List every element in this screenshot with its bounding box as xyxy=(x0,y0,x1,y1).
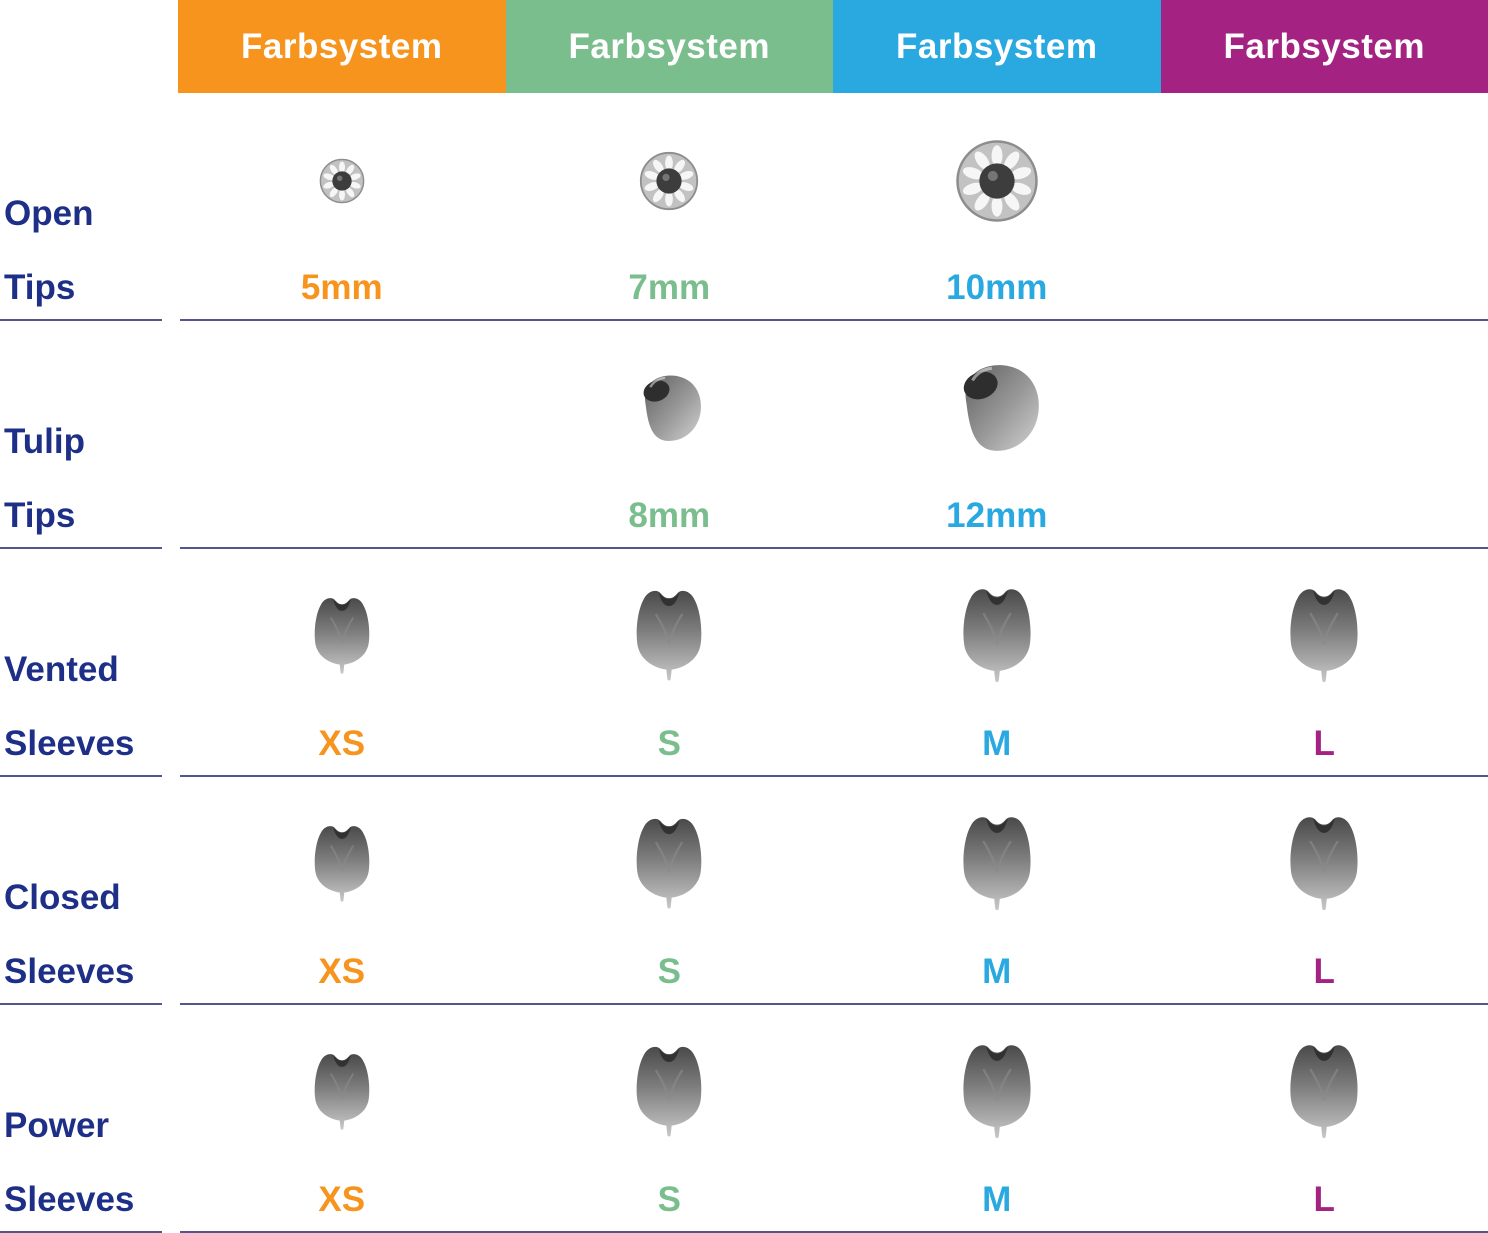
size-label: S xyxy=(657,724,681,763)
size-label: M xyxy=(982,1180,1012,1219)
size-label: L xyxy=(1313,724,1335,763)
cell-open-tips-green: 7mm xyxy=(506,93,834,321)
column-header-label: Farbsystem xyxy=(241,26,443,66)
size-label: L xyxy=(1313,952,1335,991)
sleeve-image xyxy=(833,789,1161,941)
cell-open-tips-magenta xyxy=(1161,93,1488,321)
sleeve-image xyxy=(1161,561,1488,713)
cell-tulip-tips-blue: 12mm xyxy=(833,321,1161,549)
sleeve-image xyxy=(506,561,834,713)
cell-power-sleeves-green: S xyxy=(506,1005,834,1233)
cell-open-tips-blue: 10mm xyxy=(833,93,1161,321)
sleeve-image xyxy=(833,561,1161,713)
open-tip-image xyxy=(506,105,834,257)
cell-power-sleeves-blue: M xyxy=(833,1005,1161,1233)
row-label-line: Vented xyxy=(4,650,119,689)
size-label: XS xyxy=(318,724,366,763)
row-label-line: Power xyxy=(4,1106,110,1145)
row-label-vented-sleeves: Vented Sleeves xyxy=(0,549,178,777)
header-row: Farbsystem Farbsystem Farbsystem Farbsystem xyxy=(0,0,1488,93)
column-header-label: Farbsystem xyxy=(896,26,1098,66)
row-label-line: Tulip xyxy=(4,422,85,461)
size-label: L xyxy=(1313,1180,1335,1219)
size-label: S xyxy=(657,1180,681,1219)
size-label: S xyxy=(657,952,681,991)
cell-tulip-tips-magenta xyxy=(1161,321,1488,549)
sleeve-image xyxy=(1161,1017,1488,1169)
row-power-sleeves: Power Sleeves XS S M L xyxy=(0,1005,1488,1233)
cell-vented-sleeves-orange: XS xyxy=(178,549,506,777)
cell-vented-sleeves-blue: M xyxy=(833,549,1161,777)
row-label-open-tips: Open Tips xyxy=(0,93,178,321)
row-label-line: Tips xyxy=(4,496,76,535)
sleeve-image xyxy=(833,1017,1161,1169)
size-label: 10mm xyxy=(946,268,1048,307)
sleeve-image xyxy=(506,1017,834,1169)
cell-tulip-tips-green: 8mm xyxy=(506,321,834,549)
size-label: M xyxy=(982,952,1012,991)
cell-power-sleeves-magenta: L xyxy=(1161,1005,1488,1233)
cell-vented-sleeves-magenta: L xyxy=(1161,549,1488,777)
size-label: M xyxy=(982,724,1012,763)
size-label: 12mm xyxy=(946,496,1048,535)
size-label: 5mm xyxy=(300,268,383,307)
tulip-tip-image xyxy=(833,333,1161,485)
row-tulip-tips: Tulip Tips 8mm 12mm xyxy=(0,321,1488,549)
row-label-line: Sleeves xyxy=(4,1180,135,1219)
size-label: 7mm xyxy=(628,268,711,307)
row-vented-sleeves: Vented Sleeves XS S M L xyxy=(0,549,1488,777)
row-label-power-sleeves: Power Sleeves xyxy=(0,1005,178,1233)
row-closed-sleeves: Closed Sleeves XS S M L xyxy=(0,777,1488,1005)
header-spacer xyxy=(0,0,178,93)
column-header-magenta: Farbsystem xyxy=(1160,0,1488,93)
open-tip-image xyxy=(178,105,506,257)
sleeve-image xyxy=(178,1017,506,1169)
sleeve-image xyxy=(178,789,506,941)
column-header-label: Farbsystem xyxy=(1223,26,1425,66)
column-header-label: Farbsystem xyxy=(568,26,770,66)
row-label-line: Closed xyxy=(4,878,121,917)
row-label-line: Tips xyxy=(4,268,76,307)
cell-tulip-tips-orange xyxy=(178,321,506,549)
row-label-line: Open xyxy=(4,194,94,233)
cell-closed-sleeves-green: S xyxy=(506,777,834,1005)
tulip-tip-image xyxy=(506,333,834,485)
cell-power-sleeves-orange: XS xyxy=(178,1005,506,1233)
size-label: XS xyxy=(318,1180,366,1219)
cell-closed-sleeves-orange: XS xyxy=(178,777,506,1005)
size-label: 8mm xyxy=(628,496,711,535)
sleeve-image xyxy=(1161,789,1488,941)
sleeve-image xyxy=(506,789,834,941)
cell-closed-sleeves-blue: M xyxy=(833,777,1161,1005)
cell-vented-sleeves-green: S xyxy=(506,549,834,777)
open-tip-image xyxy=(833,105,1161,257)
size-label: XS xyxy=(318,952,366,991)
sleeve-image xyxy=(178,561,506,713)
row-label-line: Sleeves xyxy=(4,952,135,991)
column-header-green: Farbsystem xyxy=(505,0,833,93)
cell-open-tips-orange: 5mm xyxy=(178,93,506,321)
row-open-tips: Open Tips 5mm 7mm 10mm xyxy=(0,93,1488,321)
column-header-orange: Farbsystem xyxy=(178,0,506,93)
row-label-tulip-tips: Tulip Tips xyxy=(0,321,178,549)
row-label-closed-sleeves: Closed Sleeves xyxy=(0,777,178,1005)
row-label-line: Sleeves xyxy=(4,724,135,763)
column-header-blue: Farbsystem xyxy=(833,0,1161,93)
cell-closed-sleeves-magenta: L xyxy=(1161,777,1488,1005)
